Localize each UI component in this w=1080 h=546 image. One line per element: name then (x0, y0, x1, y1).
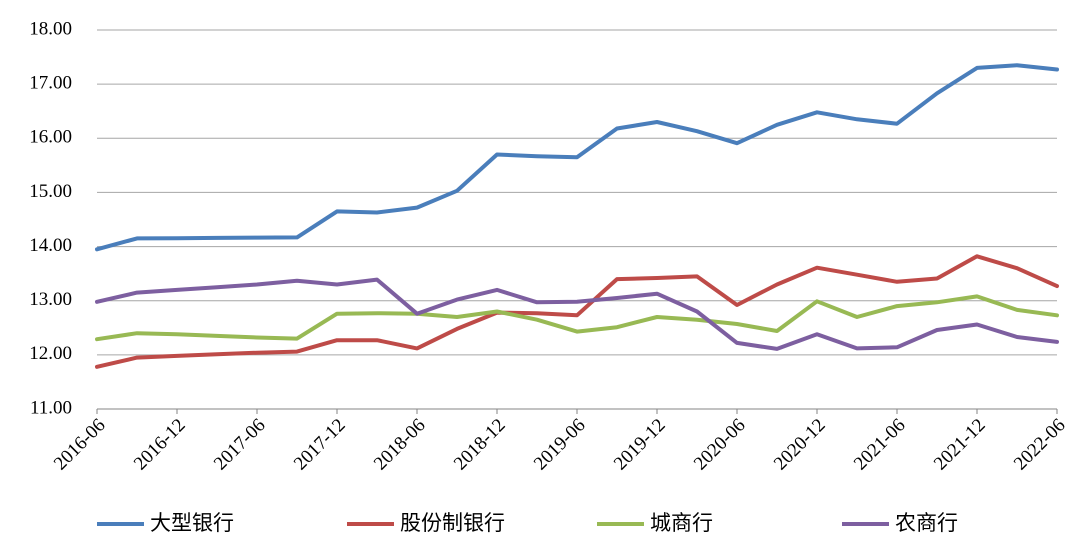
legend-label: 股份制银行 (400, 511, 505, 535)
series-line (95, 63, 1059, 252)
x-tick-label: 2018-06 (370, 415, 430, 475)
y-tick-label: 11.00 (30, 397, 72, 418)
x-tick-label: 2019-12 (610, 415, 670, 475)
x-tick-label: 2016-06 (50, 415, 110, 475)
y-tick-label: 16.00 (29, 127, 72, 148)
legend-label: 大型银行 (150, 511, 234, 535)
y-tick-label: 18.00 (29, 18, 72, 39)
x-tick-label: 2021-06 (850, 415, 910, 475)
x-tick-label: 2016-12 (130, 415, 190, 475)
series-line (95, 277, 1059, 351)
x-tick-label: 2020-06 (690, 415, 750, 475)
x-tick-label: 2021-12 (930, 415, 990, 475)
series-line (95, 294, 1059, 342)
y-tick-label: 15.00 (29, 181, 72, 202)
legend-label: 农商行 (895, 511, 958, 535)
series-line (95, 254, 1059, 369)
x-tick-label: 2017-12 (290, 415, 350, 475)
y-tick-label: 12.00 (29, 343, 72, 364)
x-tick-label: 2020-12 (770, 415, 830, 475)
x-tick-label: 2022-06 (1010, 415, 1070, 475)
y-tick-label: 17.00 (29, 73, 72, 94)
x-tick-label: 2017-06 (210, 415, 270, 475)
y-tick-label: 13.00 (29, 289, 72, 310)
x-tick-label: 2019-06 (530, 415, 590, 475)
y-tick-label: 14.00 (29, 235, 72, 256)
x-tick-label: 2018-12 (450, 415, 510, 475)
legend-label: 城商行 (650, 511, 713, 535)
